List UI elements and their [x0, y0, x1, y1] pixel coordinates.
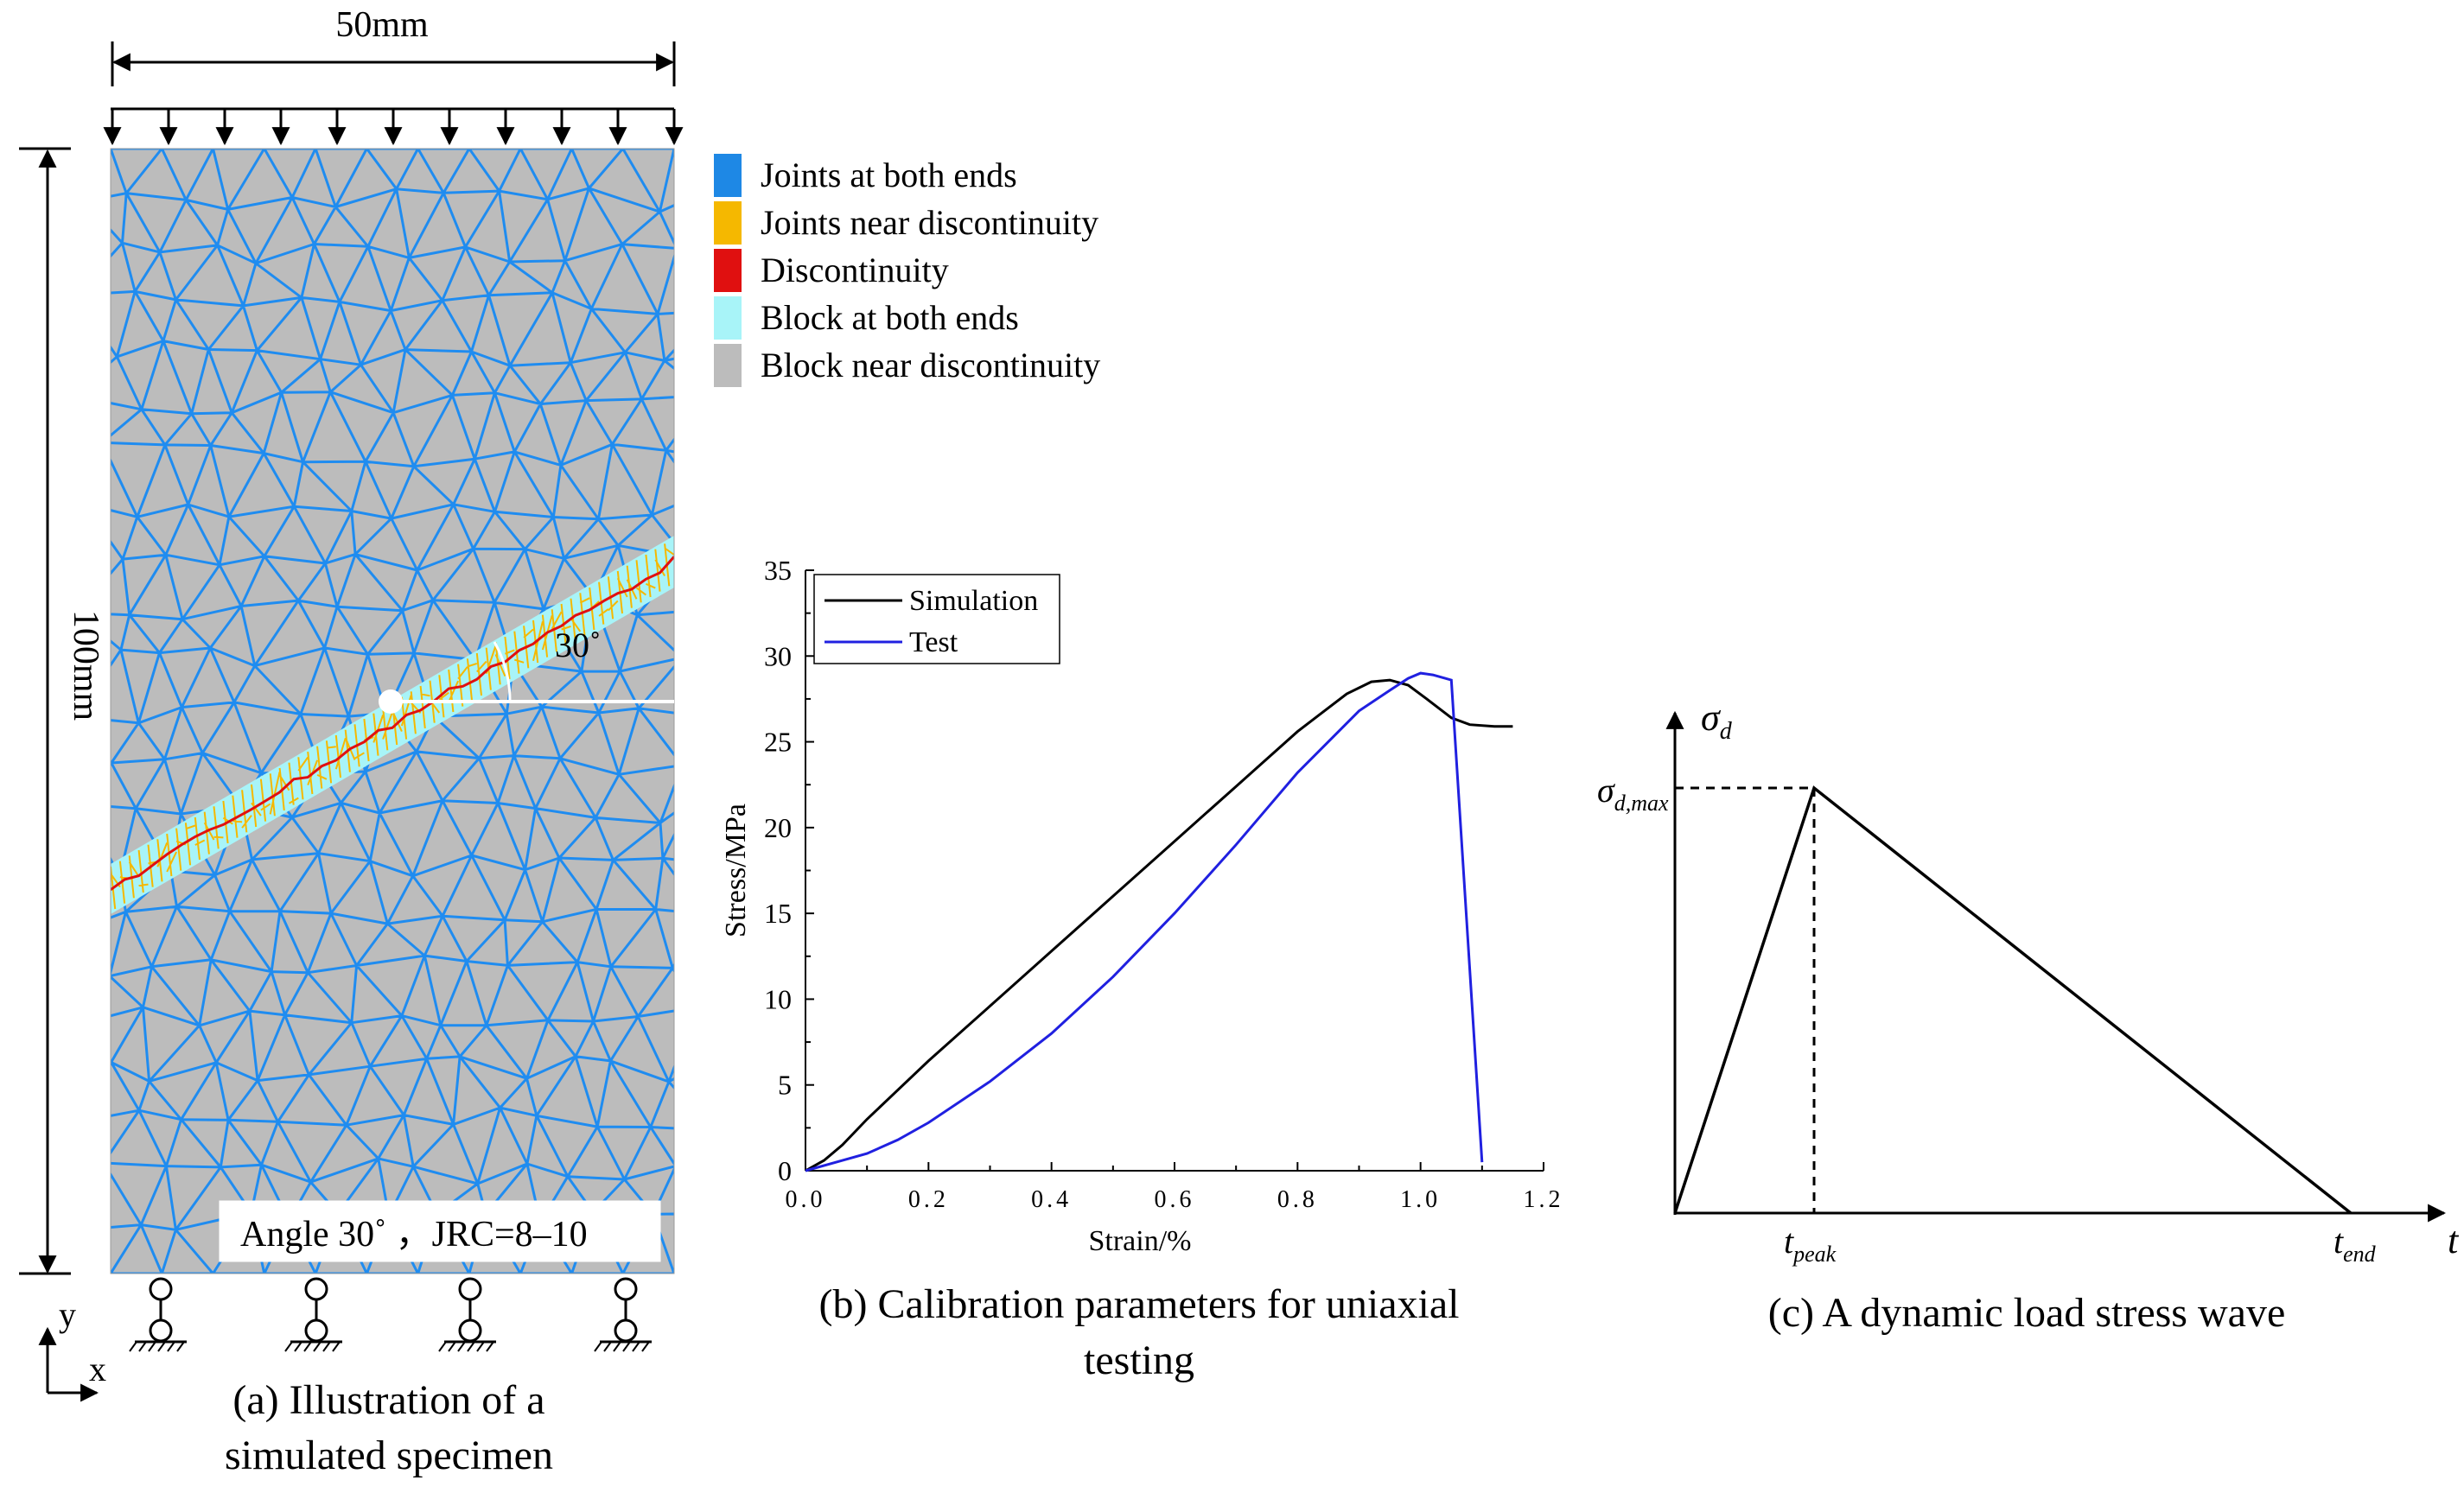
- x-tick-label: 0.4: [1031, 1186, 1072, 1213]
- stress-wave-line: [1673, 785, 2353, 1215]
- y-tick-label: 25: [764, 727, 792, 758]
- legend-series-label: Test: [909, 626, 958, 658]
- chart-legend: Simulation Test: [813, 574, 1060, 664]
- panel-a: 50mm 100mm 30˚ Angle 30˚ ，JRC=8–10: [19, 5, 1100, 1478]
- legend-item: Block near discontinuity: [714, 344, 1100, 387]
- x-tick-label: 0.0: [786, 1186, 826, 1213]
- caption-b-line1: (b) Calibration parameters for uniaxial: [818, 1281, 1459, 1327]
- y-tick-label: 15: [764, 898, 792, 929]
- stress-strain-chart: 0.0 0.2 0.4 0.6 0.8 1.0 1.2 0 5 10 15 20 25 30 35 Strai…: [720, 555, 1564, 1257]
- roller-support: [129, 1277, 187, 1352]
- roller-support: [594, 1277, 652, 1352]
- caption-a-line2: simulated specimen: [225, 1433, 553, 1478]
- angle-label: 30˚: [555, 626, 601, 664]
- axis-y-label: y: [59, 1295, 76, 1334]
- caption-c: (c) A dynamic load stress wave: [1768, 1290, 2286, 1336]
- height-label: 100mm: [66, 610, 105, 721]
- y-tick-label: 20: [764, 812, 792, 843]
- x-tick-label: 0.8: [1277, 1186, 1318, 1213]
- y-tick-label: 0: [778, 1155, 792, 1186]
- legend-swatch: [714, 249, 742, 292]
- legend-label: Block at both ends: [761, 298, 1019, 337]
- x-tick-label: 0.2: [908, 1186, 949, 1213]
- legend-label: Block near discontinuity: [761, 346, 1100, 384]
- legend: Joints at both ends Joints near discontin…: [714, 154, 1100, 387]
- x-tick-label: 1.2: [1524, 1186, 1564, 1213]
- legend-label: Joints at both ends: [761, 156, 1017, 194]
- y-tick-label: 5: [778, 1070, 792, 1101]
- legend-swatch: [714, 344, 742, 387]
- legend-swatch: [714, 154, 742, 197]
- roller-supports: [129, 1277, 652, 1352]
- legend-item: Joints at both ends: [714, 154, 1017, 197]
- y-tick-label: 10: [764, 983, 792, 1014]
- c-peak-label: σd,max: [1597, 771, 1669, 816]
- series-line-simulation: [805, 678, 1513, 1172]
- series-line-test: [805, 671, 1484, 1172]
- caption-b-line2: testing: [1084, 1337, 1194, 1383]
- panel-b: 0.0 0.2 0.4 0.6 0.8 1.0 1.2 0 5 10 15 20 25 30 35 Strai…: [720, 555, 1564, 1383]
- legend-item: Block at both ends: [714, 296, 1019, 340]
- legend-swatch: [714, 201, 742, 245]
- axis-x-label: x: [89, 1350, 106, 1388]
- roller-support: [284, 1277, 342, 1352]
- roller-support: [438, 1277, 496, 1352]
- x-tick-label: 0.6: [1155, 1186, 1195, 1213]
- y-axis-label: Stress/MPa: [720, 804, 752, 937]
- x-tick-label: 1.0: [1400, 1186, 1441, 1213]
- y-tick-label: 30: [764, 640, 792, 671]
- legend-item: Discontinuity: [714, 249, 949, 292]
- c-x-axis-label: t: [2448, 1219, 2460, 1261]
- legend-series-label: Simulation: [909, 585, 1038, 617]
- y-tick-label: 35: [764, 555, 792, 586]
- panel-c: σd σd,max t tpeak tend (c) A dynamic loa…: [1597, 696, 2460, 1336]
- legend-label: Joints near discontinuity: [761, 203, 1098, 242]
- t-peak-label: tpeak: [1784, 1222, 1837, 1267]
- info-box: [219, 1200, 661, 1262]
- block-mesh: [111, 149, 674, 1274]
- legend-label: Discontinuity: [761, 251, 949, 289]
- x-axis-label: Strain/%: [1089, 1225, 1192, 1257]
- c-y-axis-label: σd: [1701, 696, 1733, 745]
- t-end-label: tend: [2333, 1222, 2377, 1267]
- width-label: 50mm: [335, 5, 429, 45]
- load-arrows: [103, 109, 684, 146]
- caption-a-line1: (a) Illustration of a: [232, 1377, 544, 1423]
- mesh-edges: [111, 149, 674, 1274]
- info-box-text: Angle 30˚ ，JRC=8–10: [240, 1215, 588, 1255]
- angle-arc: [493, 641, 512, 702]
- legend-item: Joints near discontinuity: [714, 201, 1098, 245]
- specimen: [111, 149, 674, 1274]
- legend-swatch: [714, 296, 742, 340]
- discontinuity-crack: [111, 556, 674, 892]
